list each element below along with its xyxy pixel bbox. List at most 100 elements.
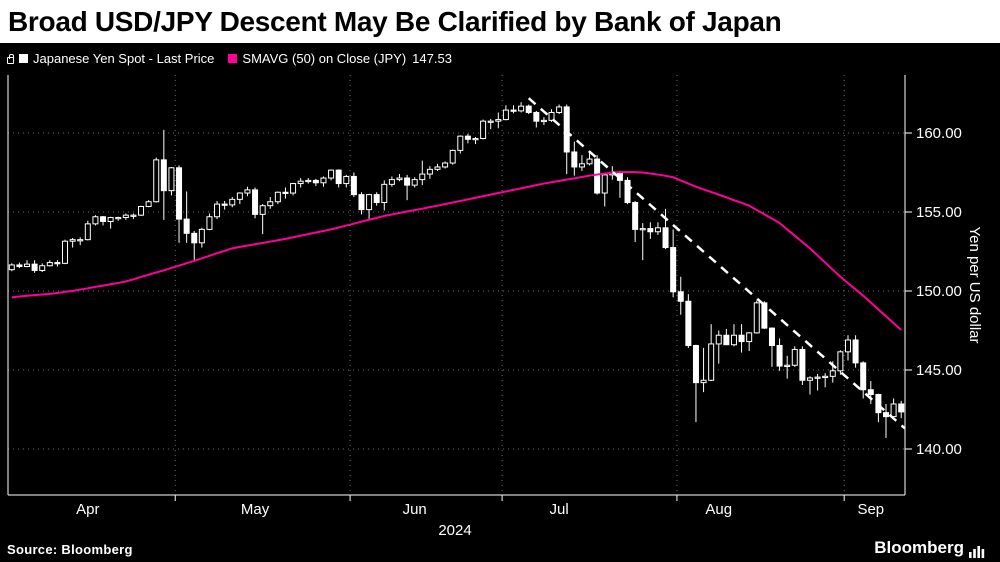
- candle-body: [350, 175, 357, 196]
- month-label: Sep: [857, 501, 884, 518]
- candle-body: [708, 343, 715, 381]
- candle-body: [540, 119, 547, 123]
- candle-body: [480, 120, 487, 140]
- candle-body: [388, 179, 395, 185]
- candle-body: [670, 247, 677, 293]
- candle-body: [723, 334, 730, 346]
- candle-body: [434, 166, 441, 170]
- candle-body: [130, 214, 137, 217]
- candle-body: [236, 192, 243, 200]
- candle-body: [145, 201, 152, 207]
- candle-body: [457, 135, 464, 151]
- y-tick-label: 145.00: [916, 362, 962, 379]
- candle-body: [898, 403, 905, 413]
- candle-body: [54, 262, 61, 265]
- candle-body: [685, 300, 692, 347]
- candle-body: [115, 217, 122, 220]
- candle-body: [601, 174, 608, 194]
- month-label: Aug: [705, 501, 732, 518]
- bloomberg-logo-bars-icon: [969, 546, 985, 558]
- candle-body: [586, 158, 593, 165]
- candle-body: [419, 173, 426, 181]
- candle-body: [890, 403, 897, 418]
- candle-body: [624, 179, 631, 204]
- candle-body: [343, 175, 350, 185]
- candle-body: [282, 191, 289, 194]
- candle-body: [768, 327, 775, 347]
- year-label: 2024: [438, 522, 471, 539]
- candle-body: [882, 412, 889, 418]
- candle-body: [844, 339, 851, 353]
- candle-body: [297, 180, 304, 185]
- bloomberg-logo: Bloomberg: [874, 538, 986, 558]
- candle-body: [381, 183, 388, 204]
- candle-body: [442, 162, 449, 168]
- candle-body: [221, 203, 228, 206]
- candle-body: [335, 169, 342, 185]
- month-label: May: [241, 501, 270, 518]
- candle-body: [122, 214, 129, 219]
- candle-body: [320, 177, 327, 184]
- candle-body: [183, 218, 190, 234]
- candle-body: [160, 159, 167, 192]
- candle-body: [776, 345, 783, 367]
- candle-body: [244, 189, 251, 194]
- source-label: Source: Bloomberg: [7, 542, 133, 557]
- candle-body: [791, 348, 798, 366]
- candle-body: [822, 375, 829, 379]
- candle-body: [806, 377, 813, 381]
- candle-body: [198, 228, 205, 244]
- y-tick-label: 155.00: [916, 204, 962, 221]
- candle-body: [502, 109, 509, 121]
- lock-icon: [7, 53, 14, 64]
- candle-body: [464, 135, 471, 140]
- candle-body: [533, 111, 540, 122]
- candle-body: [92, 216, 99, 225]
- chart-legend: Japanese Yen Spot - Last Price SMAVG (50…: [7, 51, 452, 66]
- candle-body: [837, 351, 844, 372]
- candle-body: [799, 348, 806, 381]
- month-label: Jun: [403, 501, 427, 518]
- sma-line: [11, 171, 902, 331]
- candle-body: [510, 109, 517, 112]
- candle-body: [715, 334, 722, 345]
- candle-body: [206, 216, 213, 230]
- candle-body: [46, 262, 53, 267]
- candle-body: [69, 239, 76, 242]
- candle-body: [358, 194, 365, 211]
- candle-body: [396, 177, 403, 181]
- candle-body: [518, 105, 525, 112]
- candle-body: [62, 240, 69, 264]
- candle-body: [730, 334, 737, 346]
- candle-body: [746, 332, 753, 343]
- candle-body: [274, 191, 281, 203]
- month-label: Jul: [550, 501, 569, 518]
- candle-body: [578, 163, 585, 168]
- candle-body: [571, 151, 578, 168]
- candle-body: [753, 302, 760, 334]
- candle-body: [259, 205, 266, 215]
- candle-body: [138, 205, 145, 216]
- candle-body: [191, 232, 198, 244]
- title-text: Broad USD/JPY Descent May Be Clarified b…: [8, 6, 782, 37]
- candle-body: [784, 364, 791, 367]
- candle-body: [39, 265, 46, 271]
- candle-body: [548, 111, 555, 121]
- candle-body: [100, 216, 107, 222]
- candle-body: [24, 263, 31, 268]
- candle-body: [700, 379, 707, 384]
- candle-body: [8, 264, 15, 271]
- candle-body: [107, 217, 114, 222]
- series2-swatch-icon: [228, 54, 238, 63]
- candle-body: [84, 223, 91, 241]
- candle-body: [373, 194, 380, 204]
- candle-body: [31, 263, 38, 271]
- candle-body: [829, 370, 836, 377]
- candle-body: [328, 169, 335, 179]
- candle-body: [472, 138, 479, 141]
- trendline: [527, 97, 906, 430]
- candle-body: [692, 345, 699, 384]
- candle-body: [366, 194, 373, 211]
- candle-body: [654, 227, 661, 233]
